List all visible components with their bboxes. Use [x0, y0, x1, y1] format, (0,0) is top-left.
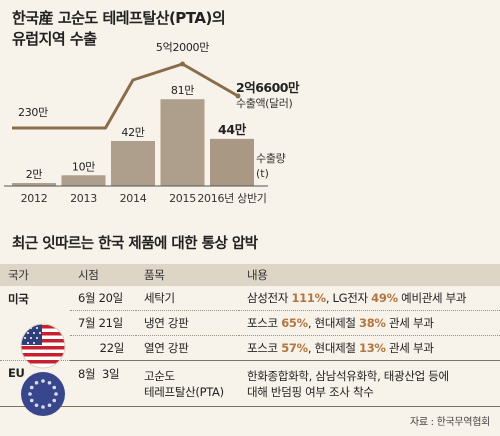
- tariff-rate: 65%: [281, 316, 308, 330]
- volume-label: 10만: [72, 160, 95, 173]
- eu-star: [34, 403, 39, 408]
- eu-star: [28, 392, 32, 396]
- content-text: 관세 부과: [385, 316, 434, 330]
- date-cell: 22일: [70, 335, 136, 361]
- chart-title-line2: 유럽지역 수출: [12, 30, 97, 48]
- eu-star: [47, 403, 52, 408]
- eu-star: [47, 380, 52, 385]
- eu-star: [52, 385, 57, 390]
- trade-pressure-table: 국가 시점 품목 내용 미국 6월 20일 세탁기 삼성전자 111%, LG전자 4…: [0, 264, 500, 407]
- x-tick-label: 2013: [70, 192, 97, 205]
- table-row: 22일 열연 강판 포스코 57%, 현대제철 13% 관세 부과: [0, 335, 500, 361]
- volume-label: 81만: [171, 84, 194, 97]
- value-end-desc: 수출액(달러): [236, 97, 292, 110]
- x-tick-label: 2015: [169, 192, 196, 205]
- value-end-label: 2억6600만: [236, 80, 300, 95]
- volume-label: 42만: [121, 126, 144, 139]
- table-row: EU 8월 3일 고순도 테레프탈산(PTA) 한화종합화학, 삼남석유화학, 태광산…: [0, 360, 500, 407]
- eu-flag-icon: [21, 372, 65, 416]
- content-cell: 한화종합화학, 삼남석유화학, 태광산업 등에 대해 반덤핑 여부 조사 착수: [239, 360, 500, 407]
- volume-bar: [111, 141, 155, 186]
- content-text: 포스코: [247, 341, 282, 355]
- value-label: 5억2000만: [156, 41, 209, 54]
- x-tick-label: 2012: [21, 192, 48, 205]
- date-cell: 7월 21일: [70, 310, 136, 336]
- source-note: 자료 : 한국무역협회: [409, 417, 490, 428]
- item-cell: 냉연 강판: [136, 310, 239, 336]
- volume-label: 44만: [218, 122, 247, 137]
- value-point: [235, 93, 241, 99]
- x-tick-label: 2014: [120, 192, 147, 205]
- table-row: 7월 21일 냉연 강판 포스코 65%, 현대제철 38% 관세 부과: [0, 310, 500, 336]
- content-text: 예비관세 부과: [397, 291, 467, 305]
- header-content: 내용: [239, 264, 500, 286]
- value-point: [180, 61, 185, 67]
- content-cell: 포스코 65%, 현대제철 38% 관세 부과: [239, 310, 500, 336]
- chart-title: 한국産 고순도 테레프탈산(PTA)의 유럽지역 수출: [12, 8, 226, 50]
- header-date: 시점: [70, 264, 136, 286]
- tariff-rate: 49%: [371, 291, 398, 305]
- value-line: [12, 62, 239, 130]
- date-cell: 8월 3일: [70, 360, 136, 407]
- us-flag-icon: [20, 323, 66, 369]
- volume-bar: [160, 99, 205, 186]
- item-cell: 열연 강판: [136, 335, 239, 361]
- volume-bar: [210, 138, 254, 186]
- tariff-rate: 13%: [359, 341, 386, 355]
- export-chart: 2만 2012 10만 2013 42만 2014 81만 2015 44만 2016년 상반기 2…: [4, 41, 300, 205]
- tariff-rate: 111%: [291, 291, 326, 305]
- date-cell: 6월 20일: [70, 286, 136, 311]
- item-cell: 세탁기: [136, 286, 239, 311]
- content-cell: 포스코 57%, 현대제철 13% 관세 부과: [239, 335, 500, 361]
- content-text: , LG전자: [325, 291, 372, 305]
- volume-bar: [61, 175, 106, 186]
- volume-bar: [12, 183, 56, 186]
- content-text: 관세 부과: [385, 341, 434, 355]
- content-text: 삼성전자: [247, 291, 292, 305]
- volume-axis-label: 수출량: [256, 152, 286, 165]
- x-tick-label: 2016년 상반기: [197, 192, 266, 205]
- section-title: 최근 잇따르는 한국 제품에 대한 통상 압박: [12, 236, 258, 252]
- table-header-row: 국가 시점 품목 내용: [0, 264, 500, 286]
- tariff-rate: 38%: [359, 316, 386, 330]
- chart-title-line1: 한국産 고순도 테레프탈산(PTA)의: [12, 9, 226, 27]
- eu-star: [41, 405, 45, 409]
- value-label: 230만: [18, 106, 48, 119]
- eu-star: [52, 398, 57, 403]
- content-text: 한화종합화학, 삼남석유화학, 태광산업 등에 대해 반덤핑 여부 조사 착수: [247, 368, 449, 399]
- header-item: 품목: [136, 264, 239, 286]
- header-country: 국가: [0, 264, 70, 286]
- volume-axis-unit: (t): [256, 167, 269, 180]
- content-text: , 현대제철: [307, 316, 360, 330]
- content-text: 포스코: [247, 316, 282, 330]
- content-cell: 삼성전자 111%, LG전자 49% 예비관세 부과: [239, 286, 500, 311]
- tariff-rate: 57%: [281, 341, 308, 355]
- eu-star: [29, 398, 34, 403]
- eu-star: [54, 392, 58, 396]
- table-row: 미국 6월 20일 세탁기 삼성전자 111%, LG전자 49% 예비관세 부과: [0, 286, 500, 361]
- eu-star: [29, 385, 34, 390]
- content-text: , 현대제철: [307, 341, 360, 355]
- eu-star: [34, 380, 39, 385]
- volume-label: 2만: [26, 168, 43, 181]
- eu-star: [41, 379, 45, 383]
- item-cell: 고순도 테레프탈산(PTA): [136, 360, 239, 407]
